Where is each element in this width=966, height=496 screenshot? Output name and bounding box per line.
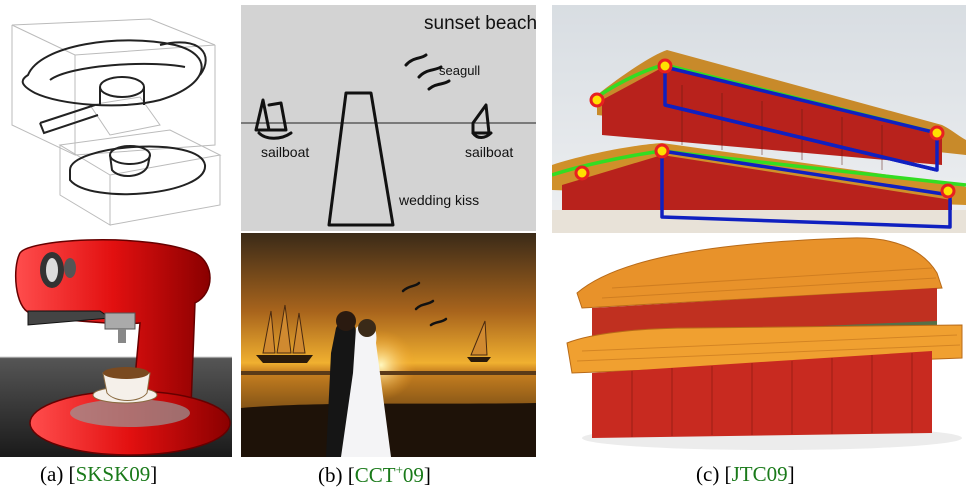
caption-b-label: (b) [ bbox=[318, 463, 355, 487]
palace-rendered-model bbox=[552, 233, 966, 457]
citation-b-sup: + bbox=[395, 462, 403, 477]
espresso-wireframe-sketch bbox=[0, 5, 232, 233]
caption-a-label: (a) [ bbox=[40, 462, 76, 486]
caption-a-close: ] bbox=[150, 462, 158, 486]
palace-photo-annotated bbox=[552, 5, 966, 233]
sketch-title: sunset beach bbox=[424, 13, 536, 34]
citation-link-a[interactable]: SKSK09 bbox=[75, 462, 151, 486]
caption-c-label: (c) [ bbox=[696, 462, 732, 486]
sunset-beach-photo bbox=[241, 233, 536, 457]
espresso-rendered-image bbox=[0, 233, 232, 457]
sketch-label-sailboat-left: sailboat bbox=[261, 144, 309, 160]
citation-link-c[interactable]: JTC09 bbox=[731, 462, 788, 486]
caption-c-close: ] bbox=[787, 462, 795, 486]
caption-b: (b) [CCT+09] bbox=[318, 462, 431, 488]
caption-a: (a) [SKSK09] bbox=[40, 462, 157, 487]
citation-link-b[interactable]: CCT+09 bbox=[354, 462, 424, 487]
sketch-label-wedding: wedding kiss bbox=[398, 192, 479, 208]
sketch-label-sailboat-right: sailboat bbox=[465, 144, 513, 160]
citation-b-main: CCT bbox=[354, 463, 396, 487]
citation-b-tail: 09 bbox=[402, 463, 424, 487]
caption-b-close: ] bbox=[423, 463, 431, 487]
caption-c: (c) [JTC09] bbox=[696, 462, 795, 487]
sunset-beach-sketch: sunset beach seagull sailboat sailboat w… bbox=[241, 5, 536, 231]
sketch-label-seagull: seagull bbox=[439, 63, 480, 78]
